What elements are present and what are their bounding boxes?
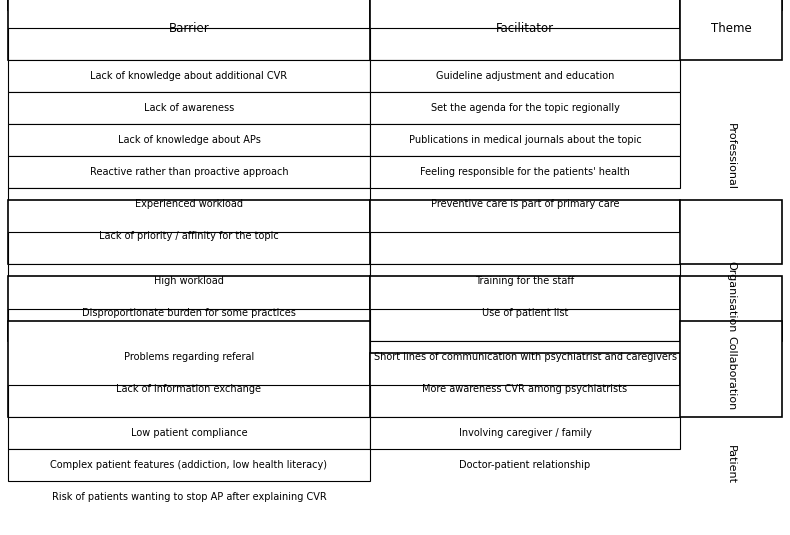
Text: Risk of patients wanting to stop AP after explaining CVR: Risk of patients wanting to stop AP afte… (51, 492, 326, 502)
Text: High workload: High workload (154, 276, 224, 286)
Text: Publications in medical journals about the topic: Publications in medical journals about t… (408, 135, 641, 145)
Bar (8, 385, 370, 417)
Bar (680, 0, 782, 10)
Bar (8, 0, 370, 60)
Bar (370, 0, 680, 60)
Bar (8, 232, 370, 264)
Bar (370, 232, 680, 264)
Text: Preventive care is part of primary care: Preventive care is part of primary care (431, 200, 619, 209)
Text: Organisation: Organisation (726, 261, 736, 332)
Bar (370, 92, 680, 124)
Bar (8, 28, 370, 60)
Text: Feeling responsible for the patients' health: Feeling responsible for the patients' he… (420, 167, 630, 177)
Bar (370, 353, 680, 417)
Text: Low patient compliance: Low patient compliance (130, 428, 247, 438)
Bar (370, 124, 680, 156)
Bar (680, 277, 782, 341)
Text: Involving caregiver / family: Involving caregiver / family (458, 428, 592, 438)
Bar (680, 320, 782, 417)
Bar (8, 156, 370, 188)
Bar (370, 341, 680, 373)
Text: Short lines of communication with psychiatrist and caregivers: Short lines of communication with psychi… (374, 351, 676, 362)
Bar (370, 156, 680, 188)
Text: Guideline adjustment and education: Guideline adjustment and education (436, 71, 614, 81)
Text: Lack of priority / affinity for the topic: Lack of priority / affinity for the topi… (99, 232, 279, 241)
Text: Lack of knowledge about APs: Lack of knowledge about APs (118, 135, 261, 145)
Text: More awareness CVR among psychiatrists: More awareness CVR among psychiatrists (423, 384, 627, 394)
Bar (8, 200, 370, 264)
Bar (370, 28, 680, 60)
Bar (8, 124, 370, 156)
Bar (8, 92, 370, 124)
Bar (370, 385, 680, 417)
Bar (8, 0, 370, 10)
Bar (8, 277, 370, 341)
Text: Lack of information exchange: Lack of information exchange (116, 384, 261, 394)
Bar (370, 200, 680, 264)
Bar (680, 0, 782, 60)
Bar (370, 277, 680, 341)
Bar (370, 417, 680, 449)
Text: Professional: Professional (726, 123, 736, 190)
Bar (370, 264, 680, 296)
Bar (370, 0, 680, 10)
Bar (680, 200, 782, 264)
Text: Lack of awareness: Lack of awareness (144, 103, 234, 113)
Bar (8, 417, 370, 449)
Bar (370, 60, 680, 92)
Text: Experienced workload: Experienced workload (135, 200, 243, 209)
Bar (8, 188, 370, 220)
Bar (8, 449, 370, 481)
Bar (8, 320, 370, 417)
Text: Doctor-patient relationship: Doctor-patient relationship (459, 460, 591, 470)
Bar (8, 341, 370, 373)
Text: Lack of knowledge about additional CVR: Lack of knowledge about additional CVR (90, 71, 288, 81)
Text: Disproportionate burden for some practices: Disproportionate burden for some practic… (82, 308, 296, 318)
Text: Reactive rather than proactive approach: Reactive rather than proactive approach (90, 167, 288, 177)
Text: Theme: Theme (711, 22, 751, 35)
Text: Use of patient list: Use of patient list (482, 308, 568, 318)
Text: Patient: Patient (726, 445, 736, 484)
Text: Training for the staff: Training for the staff (476, 276, 574, 286)
Text: Complex patient features (addiction, low health literacy): Complex patient features (addiction, low… (51, 460, 328, 470)
Text: Facilitator: Facilitator (496, 22, 554, 35)
Text: Barrier: Barrier (168, 22, 209, 35)
Text: Problems regarding referal: Problems regarding referal (124, 351, 254, 362)
Text: Set the agenda for the topic regionally: Set the agenda for the topic regionally (431, 103, 619, 113)
Bar (8, 264, 370, 296)
Text: Collaboration: Collaboration (726, 335, 736, 410)
Bar (370, 309, 680, 341)
Bar (8, 309, 370, 341)
Bar (8, 60, 370, 92)
